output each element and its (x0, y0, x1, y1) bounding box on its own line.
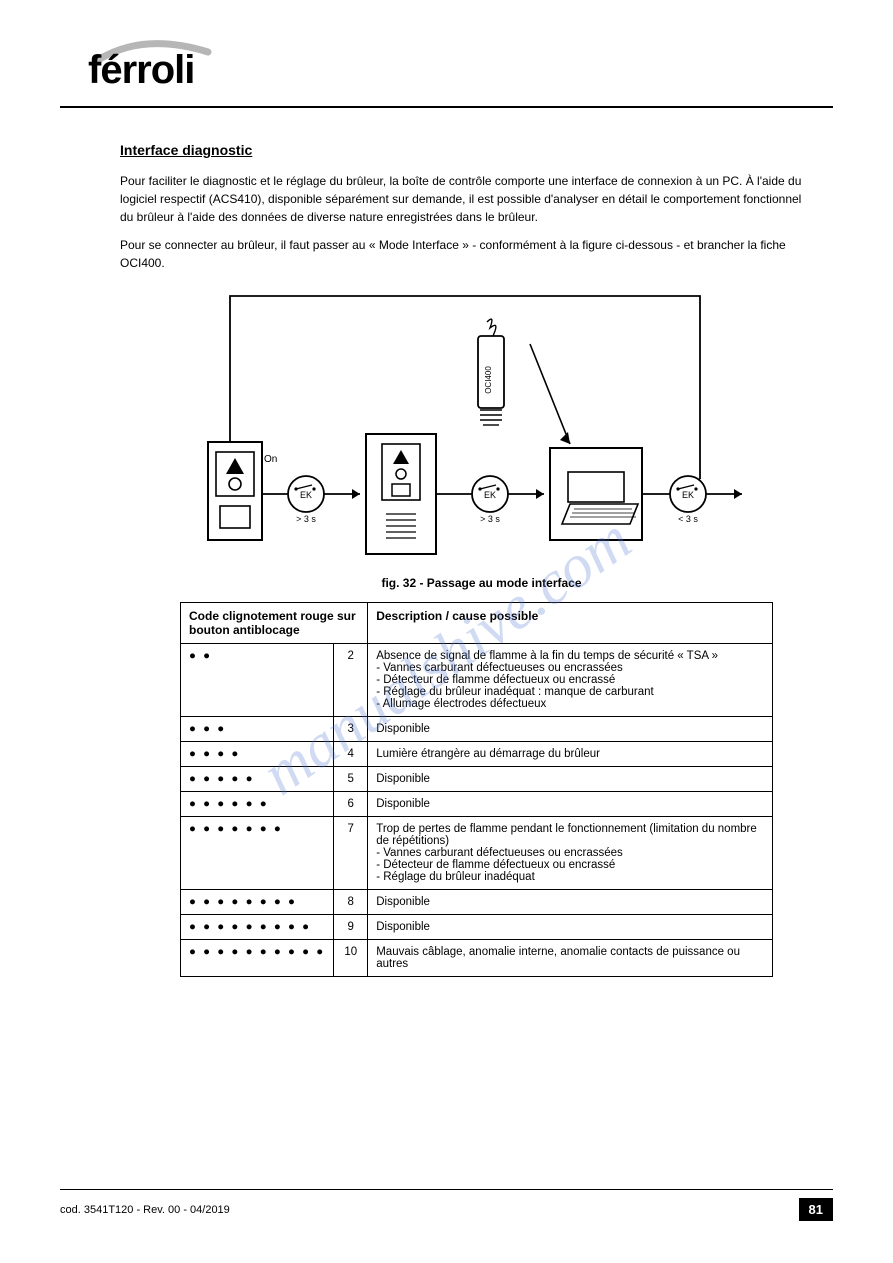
blink-code-dots: ● ● ● ● ● ● ● ● (181, 890, 334, 915)
mode-diagram-svg: On EK > 3 s (190, 284, 750, 574)
intro-paragraph-1: Pour faciliter le diagnostic et le régla… (120, 172, 813, 226)
page: manualshive.com férroli Interface diagno… (0, 0, 893, 1263)
logo-text: férroli (88, 52, 833, 88)
module-pc-icon (550, 448, 642, 540)
blink-code-dots: ● ● ● ● (181, 742, 334, 767)
table-row: ● ●2Absence de signal de flamme à la fin… (181, 644, 773, 717)
diagnostic-table: Code clignotement rouge sur bouton antib… (180, 602, 773, 977)
mode-diagram: On EK > 3 s (190, 284, 773, 590)
blink-code-description: Disponible (368, 767, 773, 792)
table-row: ● ● ● ● ● ● ● ● ●9Disponible (181, 915, 773, 940)
blink-code-dots: ● ● (181, 644, 334, 717)
blink-code-description: Disponible (368, 890, 773, 915)
module-operating-icon: On (208, 442, 277, 540)
table-row: ● ● ● ● ● ● ●7Trop de pertes de flamme p… (181, 817, 773, 890)
blink-code-description: Mauvais câblage, anomalie interne, anoma… (368, 940, 773, 977)
table-row: ● ● ● ● ●5Disponible (181, 767, 773, 792)
logo: férroli (88, 38, 833, 98)
svg-text:EK: EK (682, 490, 694, 500)
blink-code-description: Absence de signal de flamme à la fin du … (368, 644, 773, 717)
svg-text:EK: EK (484, 490, 496, 500)
table-row: ● ● ●3Disponible (181, 717, 773, 742)
svg-text:OCI400: OCI400 (484, 366, 493, 394)
blink-code-dots: ● ● ● ● ● ● ● ● ● ● (181, 940, 334, 977)
table-header-right: Description / cause possible (368, 603, 773, 644)
module-diagnostic-icon (366, 434, 436, 554)
blink-code-value: 4 (334, 742, 368, 767)
blink-code-dots: ● ● ● ● ● ● ● ● ● (181, 915, 334, 940)
header-rule (60, 106, 833, 108)
blink-code-description: Disponible (368, 792, 773, 817)
blink-code-value: 10 (334, 940, 368, 977)
section-title: Interface diagnostic (120, 142, 833, 158)
blink-code-value: 5 (334, 767, 368, 792)
table-header-left: Code clignotement rouge sur bouton antib… (181, 603, 368, 644)
blink-code-description: Lumière étrangère au démarrage du brûleu… (368, 742, 773, 767)
blink-code-dots: ● ● ● ● ● ● (181, 792, 334, 817)
blink-code-value: 3 (334, 717, 368, 742)
ek-button-1-icon: EK > 3 s (288, 476, 324, 524)
blink-code-value: 6 (334, 792, 368, 817)
blink-code-value: 2 (334, 644, 368, 717)
blink-code-value: 9 (334, 915, 368, 940)
blink-code-value: 8 (334, 890, 368, 915)
table-row: ● ● ● ● ● ● ● ●8Disponible (181, 890, 773, 915)
svg-text:> 3 s: > 3 s (296, 514, 316, 524)
intro-paragraph-2: Pour se connecter au brûleur, il faut pa… (120, 236, 813, 272)
table-row: ● ● ● ● ● ●6Disponible (181, 792, 773, 817)
footer: cod. 3541T120 - Rev. 00 - 04/2019 81 (60, 1189, 833, 1221)
svg-text:EK: EK (300, 490, 312, 500)
footer-code: cod. 3541T120 - Rev. 00 - 04/2019 (60, 1204, 230, 1216)
blink-code-description: Trop de pertes de flamme pendant le fonc… (368, 817, 773, 890)
blink-code-dots: ● ● ● (181, 717, 334, 742)
oci400-plug-icon: OCI400 (478, 319, 570, 444)
on-label: On (264, 454, 277, 465)
figure-caption: fig. 32 - Passage au mode interface (190, 576, 773, 590)
diagnostic-table-element: Code clignotement rouge sur bouton antib… (180, 602, 773, 977)
page-number-badge: 81 (799, 1198, 833, 1221)
ek-button-2-icon: EK > 3 s (472, 476, 508, 524)
table-row: ● ● ● ● ● ● ● ● ● ●10Mauvais câblage, an… (181, 940, 773, 977)
footer-rule (60, 1189, 833, 1190)
blink-code-value: 7 (334, 817, 368, 890)
svg-text:> 3 s: > 3 s (480, 514, 500, 524)
ek-button-3-icon: EK < 3 s (670, 476, 706, 524)
blink-code-dots: ● ● ● ● ● ● ● (181, 817, 334, 890)
blink-code-description: Disponible (368, 717, 773, 742)
blink-code-description: Disponible (368, 915, 773, 940)
svg-text:< 3 s: < 3 s (678, 514, 698, 524)
table-row: ● ● ● ●4Lumière étrangère au démarrage d… (181, 742, 773, 767)
blink-code-dots: ● ● ● ● ● (181, 767, 334, 792)
